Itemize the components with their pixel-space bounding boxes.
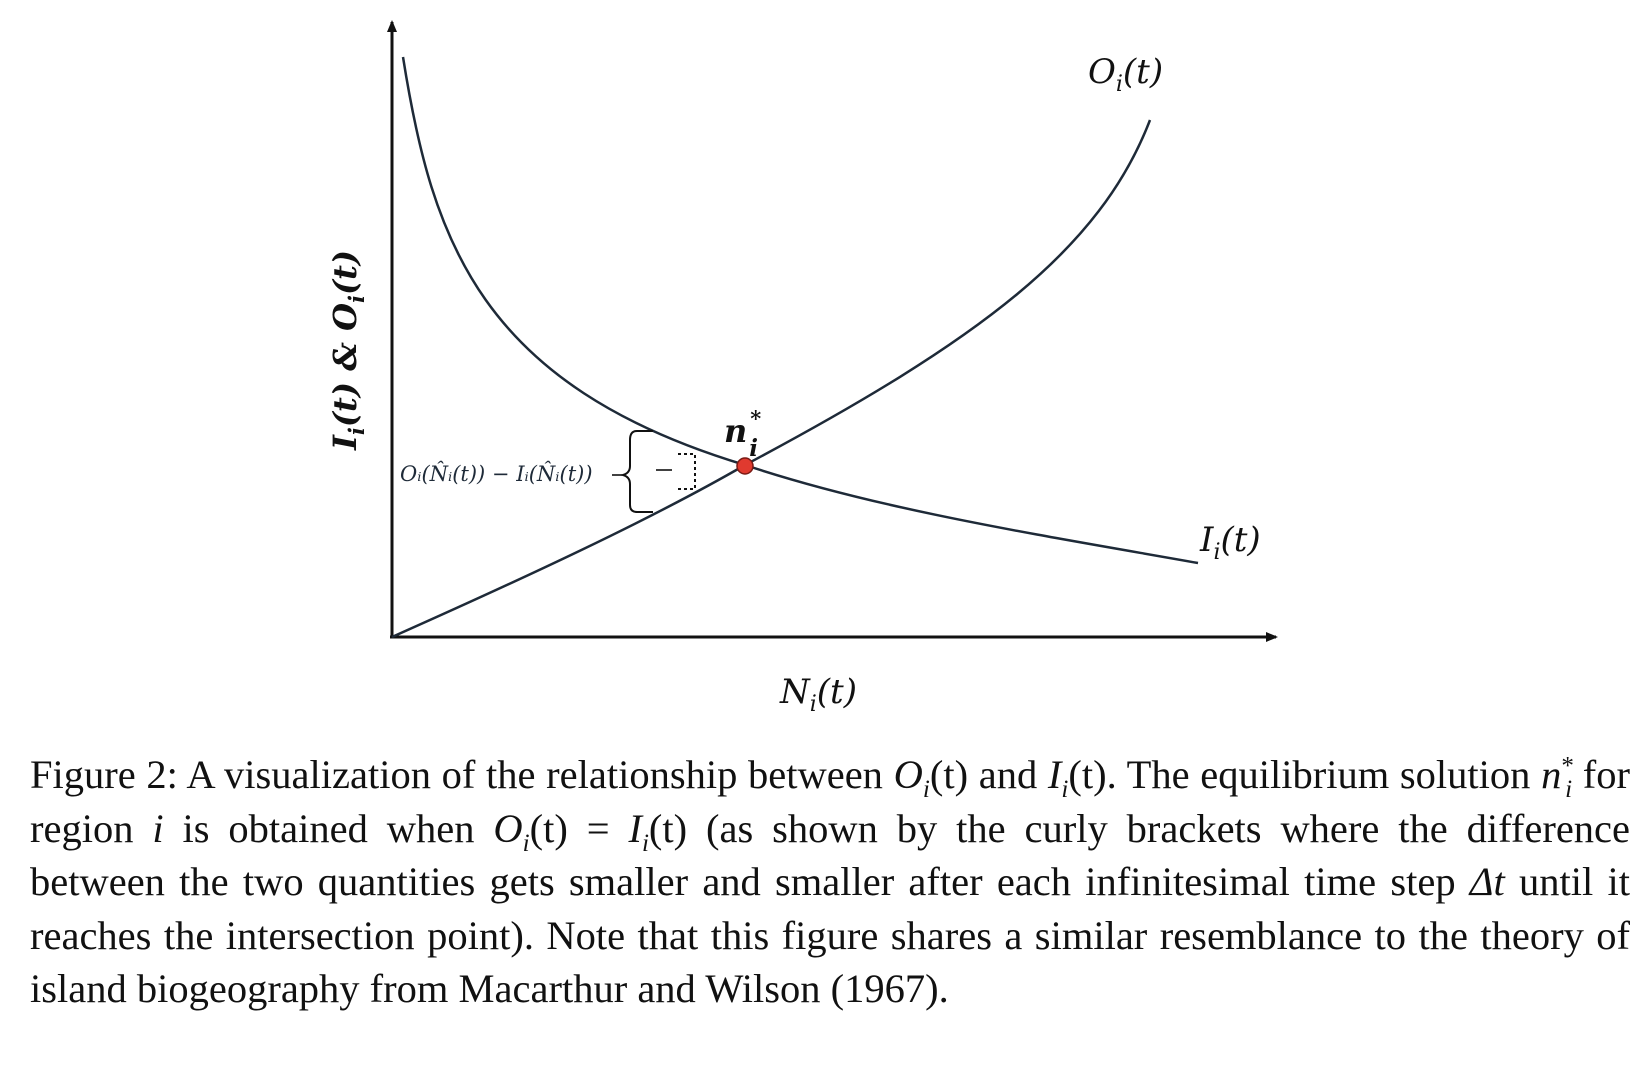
dotted-bracket <box>678 453 696 490</box>
inflow-curve <box>401 56 1199 565</box>
inflow-subscript-2: i <box>641 829 649 857</box>
bracket-label: Oᵢ(N̂ᵢ(t)) − Iᵢ(N̂ᵢ(t)) <box>400 462 593 486</box>
equilibrium-diagram: n * i Oi(t) Ii(t) Oᵢ(N̂ᵢ(t)) − Iᵢ(N̂ᵢ(t)) … <box>326 20 1278 717</box>
caption-seg5: until it reaches the intersection point)… <box>30 859 1630 1011</box>
curly-bracket <box>619 430 653 513</box>
outflow-symbol: O <box>893 752 923 797</box>
inflow-subscript: i <box>1061 776 1069 804</box>
caption-seg4: (as shown by the curly brackets where th… <box>30 805 1631 905</box>
x-axis-label: Ni(t) <box>779 672 857 717</box>
caption-seg1: . The equilibrium solution <box>1106 752 1542 797</box>
inflow-curve-label: Ii(t) <box>1199 520 1261 565</box>
inflow-symbol-2: I <box>628 805 642 851</box>
inflow-symbol: I <box>1047 752 1062 797</box>
region-variable: i <box>152 805 164 851</box>
outflow-symbol-2: O <box>493 805 523 851</box>
outflow-curve <box>391 119 1152 639</box>
equilibrium-point <box>736 457 754 475</box>
caption-lead: Figure 2: A visualization of the relatio… <box>30 752 894 797</box>
time-step-symbol: Δt <box>1469 859 1505 904</box>
outflow-arg: (t) <box>929 752 969 797</box>
caption-and: and <box>968 752 1048 797</box>
outflow-subscript-2: i <box>522 829 530 857</box>
outflow-curve-label: Oi(t) <box>1088 52 1163 97</box>
caption-equals: = <box>567 805 629 851</box>
outflow-subscript: i <box>922 776 930 804</box>
equilibrium-subscript: i <box>1565 776 1573 804</box>
equilibrium-label: n * i <box>724 406 761 462</box>
outflow-arg-2: (t) <box>529 805 568 851</box>
equilibrium-symbol: n <box>1541 752 1562 797</box>
inflow-arg-2: (t) <box>648 805 688 851</box>
caption-seg2: for region <box>30 752 1630 851</box>
caption-seg3: is obtained when <box>163 805 494 851</box>
equilibrium-star: * <box>1561 752 1574 780</box>
inflow-arg: (t) <box>1068 752 1107 797</box>
figure: n * i Oi(t) Ii(t) Oᵢ(N̂ᵢ(t)) − Iᵢ(N̂ᵢ(t)) … <box>326 20 1278 717</box>
y-axis-label: Ii(t) & Oi(t) <box>326 250 369 451</box>
figure-caption: Figure 2: A visualization of the relatio… <box>30 748 1630 1016</box>
